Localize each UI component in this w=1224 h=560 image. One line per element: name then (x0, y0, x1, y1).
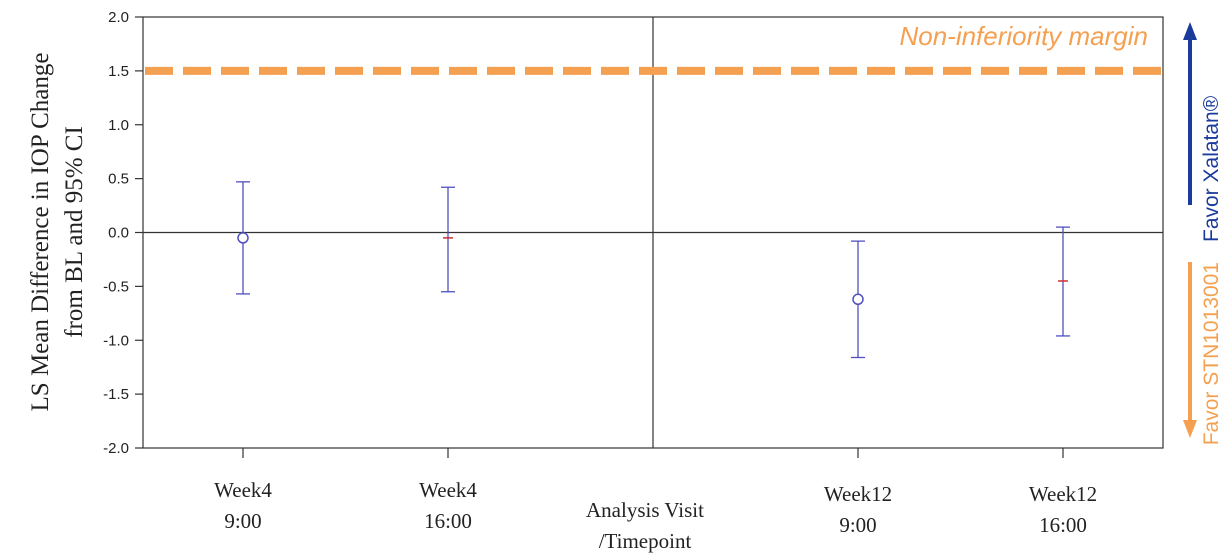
x-tick-label-line2: 16:00 (1039, 513, 1087, 537)
point-estimate-circle (237, 232, 249, 244)
y-axis-label-line2: from BL and 95% CI (61, 126, 88, 338)
x-tick-label-line2: 9:00 (839, 513, 876, 537)
y-tick-label: -1.5 (103, 386, 129, 403)
x-tick-label-line2: 9:00 (224, 509, 261, 533)
y-axis-ticks: 2.0 1.5 1.0 0.5 0.0 -0.5 -1.0 -1.5 -2.0 (103, 9, 143, 457)
favor-up-arrow-head (1183, 22, 1197, 40)
y-tick-label: -2.0 (103, 440, 129, 457)
y-axis-label-line1: LS Mean Difference in IOP Change (27, 53, 54, 412)
y-tick-label: 1.5 (108, 63, 129, 80)
y-tick-label: 2.0 (108, 9, 129, 26)
y-tick-label: 0.0 (108, 225, 129, 242)
y-tick-label: 1.0 (108, 117, 129, 134)
x-axis-label-line1: Analysis Visit (586, 498, 704, 522)
x-axis-ticks: Week4 9:00 Week4 16:00 Week12 9:00 Week12 16:00 (214, 448, 1097, 537)
data-marks (236, 181, 1070, 359)
favor-down-arrow-head (1183, 420, 1197, 438)
x-tick-label-line1: Week4 (419, 478, 477, 502)
x-tick-label-line2: 16:00 (424, 509, 472, 533)
y-tick-label: -1.0 (103, 332, 129, 349)
y-tick-label: 0.5 (108, 171, 129, 188)
x-axis-label-line2: /Timepoint (599, 529, 692, 553)
y-tick-label: -0.5 (103, 278, 129, 295)
point-estimate-circle (852, 293, 864, 306)
x-tick-label-line1: Week12 (1029, 482, 1097, 506)
non-inferiority-margin-label: Non-inferiority margin (899, 21, 1148, 51)
x-tick-label-line1: Week4 (214, 478, 272, 502)
favor-up-label: Favor Xalatan® (1200, 95, 1223, 242)
favor-down-label: Favor STN1013001 (1200, 262, 1223, 445)
x-tick-label-line1: Week12 (824, 482, 892, 506)
